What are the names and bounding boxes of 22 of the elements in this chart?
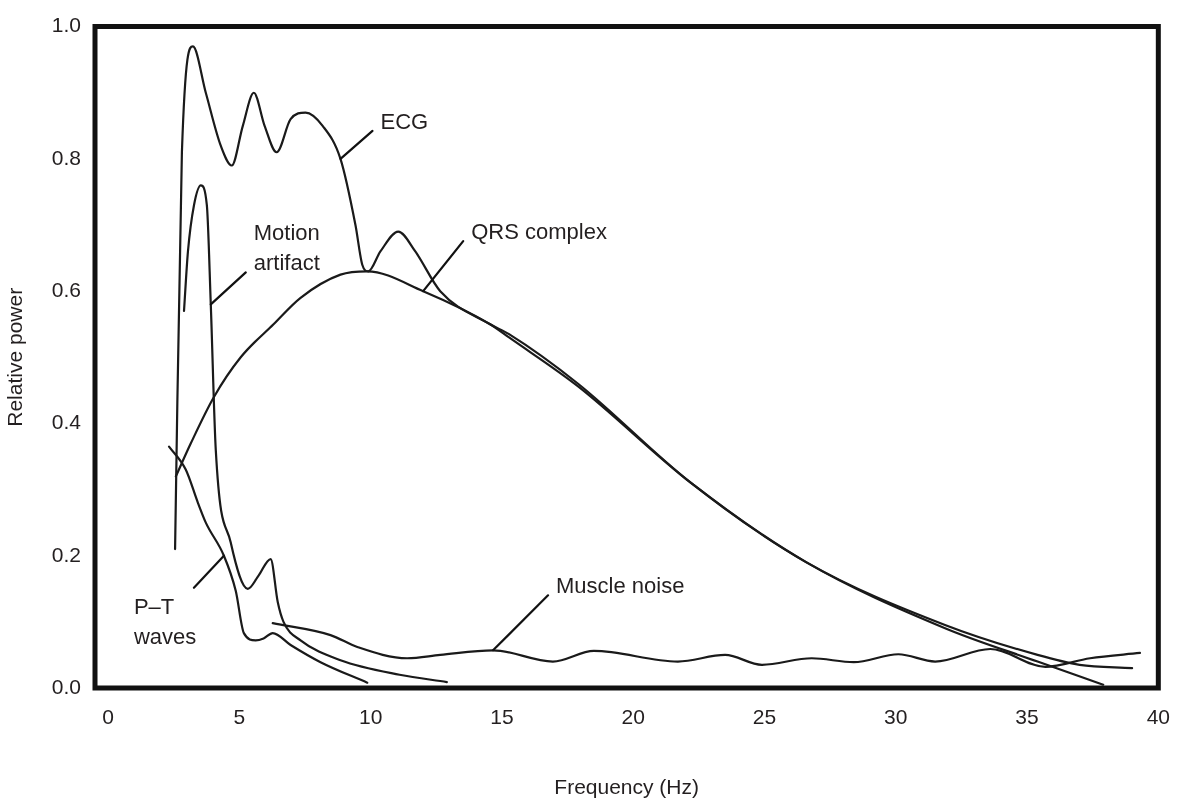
y-tick-label: 0.8 bbox=[51, 145, 81, 169]
annotation: Motion artifact bbox=[253, 220, 320, 276]
x-tick-label: 10 bbox=[359, 705, 383, 729]
annotation: Muscle noise bbox=[556, 573, 685, 599]
x-tick-label: 30 bbox=[884, 705, 908, 729]
annotation: ECG bbox=[380, 108, 429, 134]
y-tick-label: 0.2 bbox=[51, 542, 81, 566]
y-tick-label: 0.0 bbox=[51, 674, 81, 698]
annotation: QRS complex bbox=[471, 219, 607, 245]
x-axis-title: Frequency (Hz) bbox=[554, 775, 700, 799]
y-tick-label: 1.0 bbox=[51, 13, 81, 37]
x-tick-label: 20 bbox=[621, 705, 645, 729]
y-axis-title: Relative power bbox=[3, 287, 27, 427]
x-tick-label: 15 bbox=[490, 705, 514, 729]
x-tick-label: 35 bbox=[1015, 705, 1039, 729]
x-tick-label: 0 bbox=[102, 705, 114, 729]
y-tick-label: 0.4 bbox=[51, 410, 82, 434]
y-tick-label: 0.6 bbox=[51, 277, 81, 301]
x-tick-label: 5 bbox=[233, 705, 246, 729]
annotation: P–T waves bbox=[132, 593, 197, 649]
x-tick-label: 40 bbox=[1146, 705, 1170, 729]
x-tick-label: 25 bbox=[752, 705, 777, 729]
